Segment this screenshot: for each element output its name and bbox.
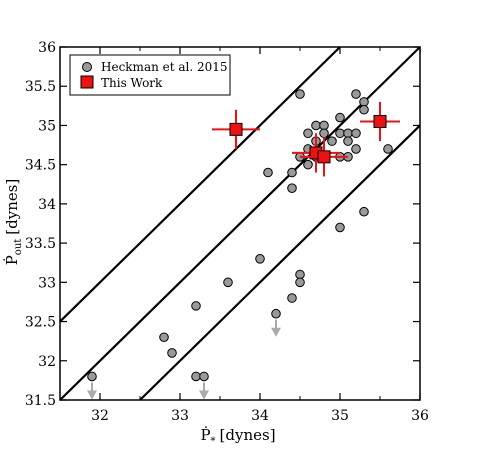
this-work-point-3 <box>317 150 331 164</box>
heckman-point-40 <box>199 371 209 382</box>
heckman-point-1 <box>295 89 305 99</box>
x-tick-label-4: 35 <box>331 408 349 424</box>
this-work-point-4 <box>373 115 387 129</box>
y-axis-symbol: Ṗ <box>3 255 21 265</box>
x-tick-label-5: 36 <box>411 408 429 424</box>
this-work-point-1 <box>229 122 243 136</box>
heckman-point-23 <box>287 167 297 178</box>
heckman-point-31 <box>223 277 233 288</box>
reference-line-1 <box>59 46 341 323</box>
upper-limit-arrowhead-3 <box>199 390 209 400</box>
heckman-point-28 <box>335 222 345 233</box>
heckman-point-11 <box>335 128 345 139</box>
y-tick-label-1: 31.5 <box>25 393 56 409</box>
heckman-point-32 <box>295 277 305 288</box>
y-tick-label-9: 35.5 <box>25 79 56 95</box>
heckman-point-10 <box>327 136 337 146</box>
x-axis-symbol: Ṗ <box>200 426 210 444</box>
heckman-point-24 <box>263 167 273 178</box>
upper-limit-arrowhead-2 <box>87 390 97 400</box>
heckman-point-36 <box>159 332 169 343</box>
y-tick-label-8: 35 <box>38 118 56 134</box>
heckman-point-12 <box>343 128 353 139</box>
x-tick-label-3: 34 <box>251 408 269 424</box>
heckman-point-3 <box>359 97 369 107</box>
x-tick-label-1: 32 <box>91 408 109 424</box>
heckman-point-37 <box>167 348 177 358</box>
data-points <box>87 89 393 400</box>
y-tick-label-4: 33 <box>38 275 56 291</box>
heckman-point-6 <box>311 120 321 131</box>
heckman-point-26 <box>303 159 313 170</box>
heckman-point-34 <box>191 301 201 311</box>
heckman-point-38 <box>87 371 97 382</box>
heckman-point-35 <box>271 308 281 319</box>
heckman-point-13 <box>351 128 361 139</box>
this-work-points <box>212 101 400 177</box>
heckman-point-29 <box>255 253 265 264</box>
legend-marker-heckman <box>82 62 92 72</box>
upper-limit-arrowhead-1 <box>271 327 281 337</box>
reference-lines <box>59 46 421 401</box>
heckman-point-7 <box>319 120 329 131</box>
heckman-point-25 <box>287 183 297 193</box>
legend-label-heckman: Heckman et al. 2015 <box>101 60 228 74</box>
reference-line-3 <box>139 124 421 401</box>
heckman-point-5 <box>303 128 313 139</box>
y-tick-label-2: 32 <box>38 354 56 370</box>
heckman-point-22 <box>383 144 393 154</box>
legend-marker-this-work <box>80 75 94 89</box>
x-axis-unit: [dynes] <box>220 426 276 444</box>
heckman-point-27 <box>359 206 369 217</box>
y-axis-subscript: out <box>13 239 24 255</box>
y-tick-label-10: 36 <box>38 40 56 56</box>
y-axis-unit: [dynes] <box>3 179 21 235</box>
heckman-point-15 <box>343 136 353 146</box>
heckman-point-16 <box>351 144 361 154</box>
heckman-point-30 <box>295 269 305 280</box>
heckman-point-4 <box>359 104 369 115</box>
heckman-point-14 <box>335 112 345 123</box>
x-axis-label: Ṗ* [dynes] <box>200 426 275 447</box>
y-axis-label: Ṗout [dynes] <box>3 179 24 266</box>
legend-box <box>69 54 231 96</box>
x-tick-label-2: 33 <box>171 408 189 424</box>
legend-label-this-work: This Work <box>101 76 163 90</box>
y-tick-label-6: 34 <box>38 197 56 213</box>
x-axis-subscript: * <box>211 436 216 447</box>
reference-line-2 <box>59 46 421 401</box>
legend: Heckman et al. 2015 This Work <box>69 54 231 96</box>
heckman-point-9 <box>319 128 329 139</box>
heckman-point-39 <box>191 371 201 382</box>
y-tick-label-7: 34.5 <box>25 158 56 174</box>
plot-frame <box>59 46 421 401</box>
axis-ticks: 32 33 34 35 36 31.5 32 32.5 33 33.5 34 34.5 35 35.5 36 <box>25 40 429 424</box>
heckman-point-33 <box>287 293 297 303</box>
y-tick-label-3: 32.5 <box>25 315 56 331</box>
y-tick-label-5: 33.5 <box>25 236 56 252</box>
heckman-point-2 <box>351 89 361 99</box>
